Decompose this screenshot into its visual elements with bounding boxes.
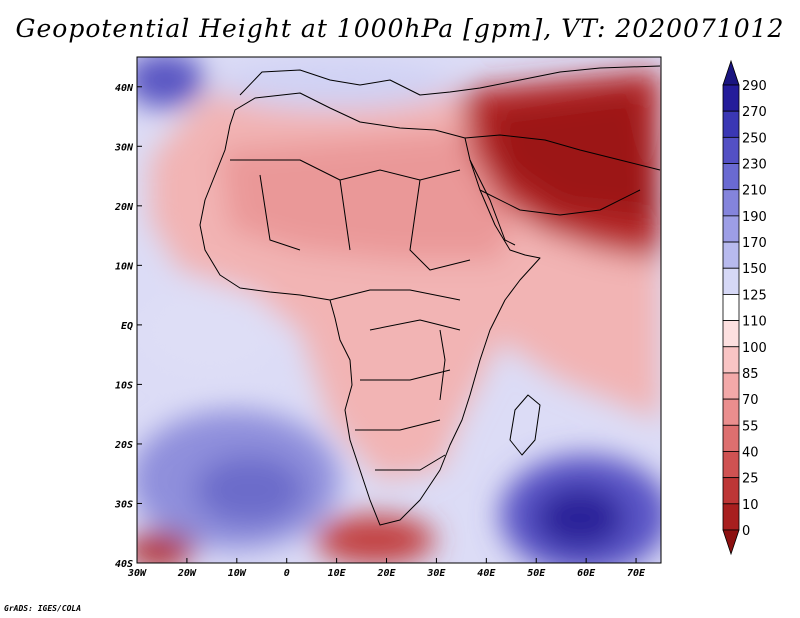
colorbar-segment: [722, 241, 740, 269]
grads-credit: GrADS: IGES/COLA: [4, 604, 82, 613]
lat-tick-label: 40N: [115, 83, 134, 94]
lon-tick-label: 20W: [177, 568, 197, 579]
colorbar-label: 110: [742, 315, 767, 330]
colorbar-label: 210: [742, 184, 767, 199]
lon-tick-label: 0: [284, 568, 290, 579]
colorbar: 2902702502302101901701501251101008570554…: [722, 59, 767, 556]
colorbar-label: 270: [742, 105, 767, 120]
colorbar-bottom-arrow: [722, 529, 740, 556]
colorbar-label: 85: [742, 367, 759, 382]
colorbar-segment: [722, 294, 740, 321]
colorbar-segment: [722, 110, 740, 138]
colorbar-label: 40: [742, 445, 759, 460]
colorbar-label: 150: [742, 262, 767, 277]
lat-axis: 40N 30N 20N 10N EQ 10S 20S 30S 40S: [114, 83, 142, 570]
height-field: [137, 57, 661, 563]
colorbar-segment: [722, 84, 740, 112]
lat-tick-label: 10S: [115, 380, 133, 391]
lon-tick-label: 50E: [527, 568, 546, 579]
lon-tick-label: 60E: [577, 568, 596, 579]
lon-tick-label: 40E: [477, 568, 496, 579]
colorbar-top-arrow: [722, 59, 740, 86]
colorbar-label: 0: [742, 524, 750, 539]
colorbar-segment: [722, 163, 740, 191]
lon-tick-label: 20E: [376, 568, 396, 579]
colorbar-segment: [722, 477, 740, 505]
colorbar-label: 170: [742, 236, 767, 251]
colorbar-label: 290: [742, 79, 767, 94]
colorbar-segment: [722, 503, 740, 531]
colorbar-segment: [722, 372, 740, 400]
lat-tick-label: 30S: [114, 499, 133, 510]
colorbar-label: 25: [742, 472, 759, 487]
map-title: Geopotential Height at 1000hPa [gpm], VT…: [15, 14, 785, 43]
lat-tick-label: 40S: [115, 559, 133, 570]
lat-tick-label: 10N: [115, 261, 134, 272]
lon-tick-label: 30E: [426, 568, 446, 579]
colorbar-label: 230: [742, 158, 767, 173]
colorbar-segment: [722, 215, 740, 243]
colorbar-segment: [722, 320, 740, 348]
colorbar-segment: [722, 451, 740, 479]
lat-tick-label: 20N: [114, 202, 134, 213]
colorbar-label: 250: [742, 131, 767, 146]
colorbar-label: 10: [742, 498, 759, 513]
lon-tick-label: 70E: [627, 568, 646, 579]
lat-tick-label: EQ: [121, 321, 133, 332]
lon-tick-label: 10E: [328, 568, 347, 579]
lon-axis: 30W 20W 10W 0 10E 20E 30E 40E 50E 60E 70E: [127, 558, 646, 579]
colorbar-segment: [722, 398, 740, 426]
coastlines: [199, 65, 661, 526]
colorbar-label: 100: [742, 341, 767, 356]
colorbar-segment: [722, 346, 740, 374]
colorbar-segment: [722, 267, 740, 295]
colorbar-segment: [722, 189, 740, 217]
colorbar-label: 55: [742, 419, 759, 434]
colorbar-segment: [722, 424, 740, 452]
colorbar-segment: [722, 136, 740, 164]
map-frame: [136, 56, 662, 564]
lat-tick-label: 20S: [114, 440, 133, 451]
lon-tick-label: 30W: [127, 568, 147, 579]
lat-tick-label: 30N: [114, 142, 134, 153]
colorbar-label: 125: [742, 288, 767, 303]
colorbar-label: 70: [742, 393, 759, 408]
lon-tick-label: 10W: [228, 568, 247, 579]
colorbar-label: 190: [742, 210, 767, 225]
